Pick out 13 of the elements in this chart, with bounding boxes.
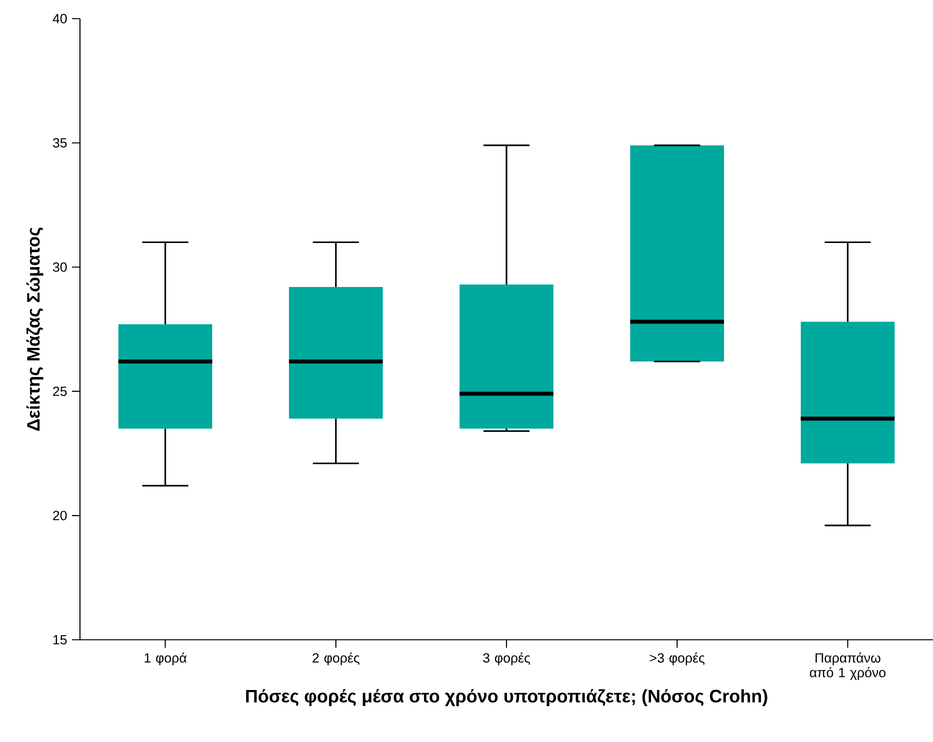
y-tick-label: 30 — [52, 262, 67, 272]
y-tick-label: 40 — [52, 14, 67, 24]
x-axis-title: Πόσες φορές μέσα στο χρόνο υποτροπιάζετε; (Νόσος Crohn) — [246, 689, 768, 706]
y-tick-label: 25 — [53, 386, 67, 396]
y-tick-label: 20 — [53, 510, 67, 520]
y-tick-label: 35 — [52, 138, 67, 148]
y-tick-label: 15 — [53, 635, 67, 645]
x-tick-label: Παραπάνω από 1 χρόνο — [810, 652, 886, 680]
x-tick-label: >3 φορές — [650, 652, 705, 666]
y-axis-title: Δείκτης Μάζας Σώματος — [26, 228, 44, 431]
x-tick-label: 1 φορά — [144, 652, 186, 666]
x-tick-label: 2 φορές — [312, 652, 360, 666]
x-tick-label: 3 φορές — [483, 652, 530, 666]
